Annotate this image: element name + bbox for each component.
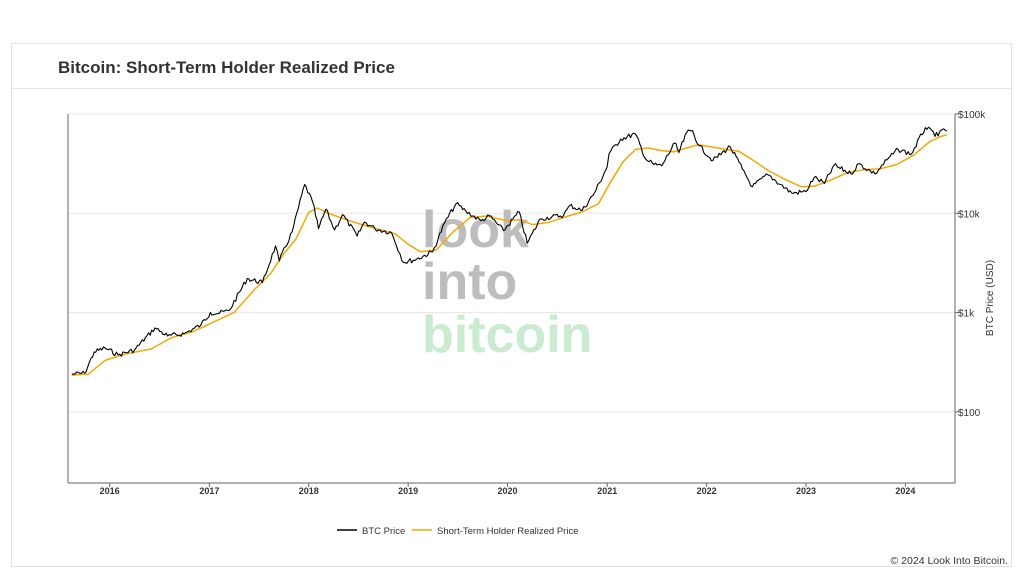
chart-title: Bitcoin: Short-Term Holder Realized Pric…	[58, 58, 395, 77]
series-group	[71, 126, 948, 376]
y-tick-label: $10k	[958, 209, 981, 220]
grid-lines	[68, 113, 955, 413]
legend-label-btc-price: BTC Price	[362, 526, 405, 537]
legend: BTC Price Short-Term Holder Realized Pri…	[337, 526, 579, 537]
x-tick-label: 2018	[299, 486, 319, 496]
x-tick-label: 2019	[398, 486, 418, 496]
x-tick-label: 2017	[199, 486, 219, 496]
legend-item-btc-price[interactable]: BTC Price	[337, 526, 405, 537]
x-axis-ticks: 2016 2017 2018 2019 2020 2021 2022 2023 2024	[100, 483, 915, 496]
x-tick-label: 2024	[895, 486, 915, 496]
x-tick-label: 2023	[796, 486, 816, 496]
series-line-btc-price	[71, 126, 948, 375]
y-axis-ticks: $100 $1k $10k $100k	[955, 110, 986, 419]
x-tick-label: 2020	[498, 486, 518, 496]
title-divider	[12, 88, 1011, 89]
axes	[67, 114, 956, 484]
y-axis-label: BTC Price (USD)	[985, 260, 996, 336]
y-tick-label: $100	[958, 408, 981, 419]
y-tick-label: $100k	[958, 110, 986, 121]
x-tick-label: 2022	[697, 486, 717, 496]
x-tick-label: 2016	[100, 486, 120, 496]
watermark-line-into: into	[422, 253, 517, 311]
y-tick-label: $1k	[958, 309, 975, 320]
watermark: look into bitcoin	[422, 201, 592, 364]
legend-item-sth-realized-price[interactable]: Short-Term Holder Realized Price	[412, 526, 579, 537]
x-tick-label: 2021	[597, 486, 617, 496]
watermark-line-bitcoin: bitcoin	[422, 306, 592, 364]
legend-label-sth-realized-price: Short-Term Holder Realized Price	[437, 526, 579, 537]
copyright-notice: © 2024 Look Into Bitcoin.	[890, 555, 1008, 567]
chart-card: Bitcoin: Short-Term Holder Realized Pric…	[11, 43, 1012, 567]
watermark-line-look: look	[422, 201, 529, 259]
